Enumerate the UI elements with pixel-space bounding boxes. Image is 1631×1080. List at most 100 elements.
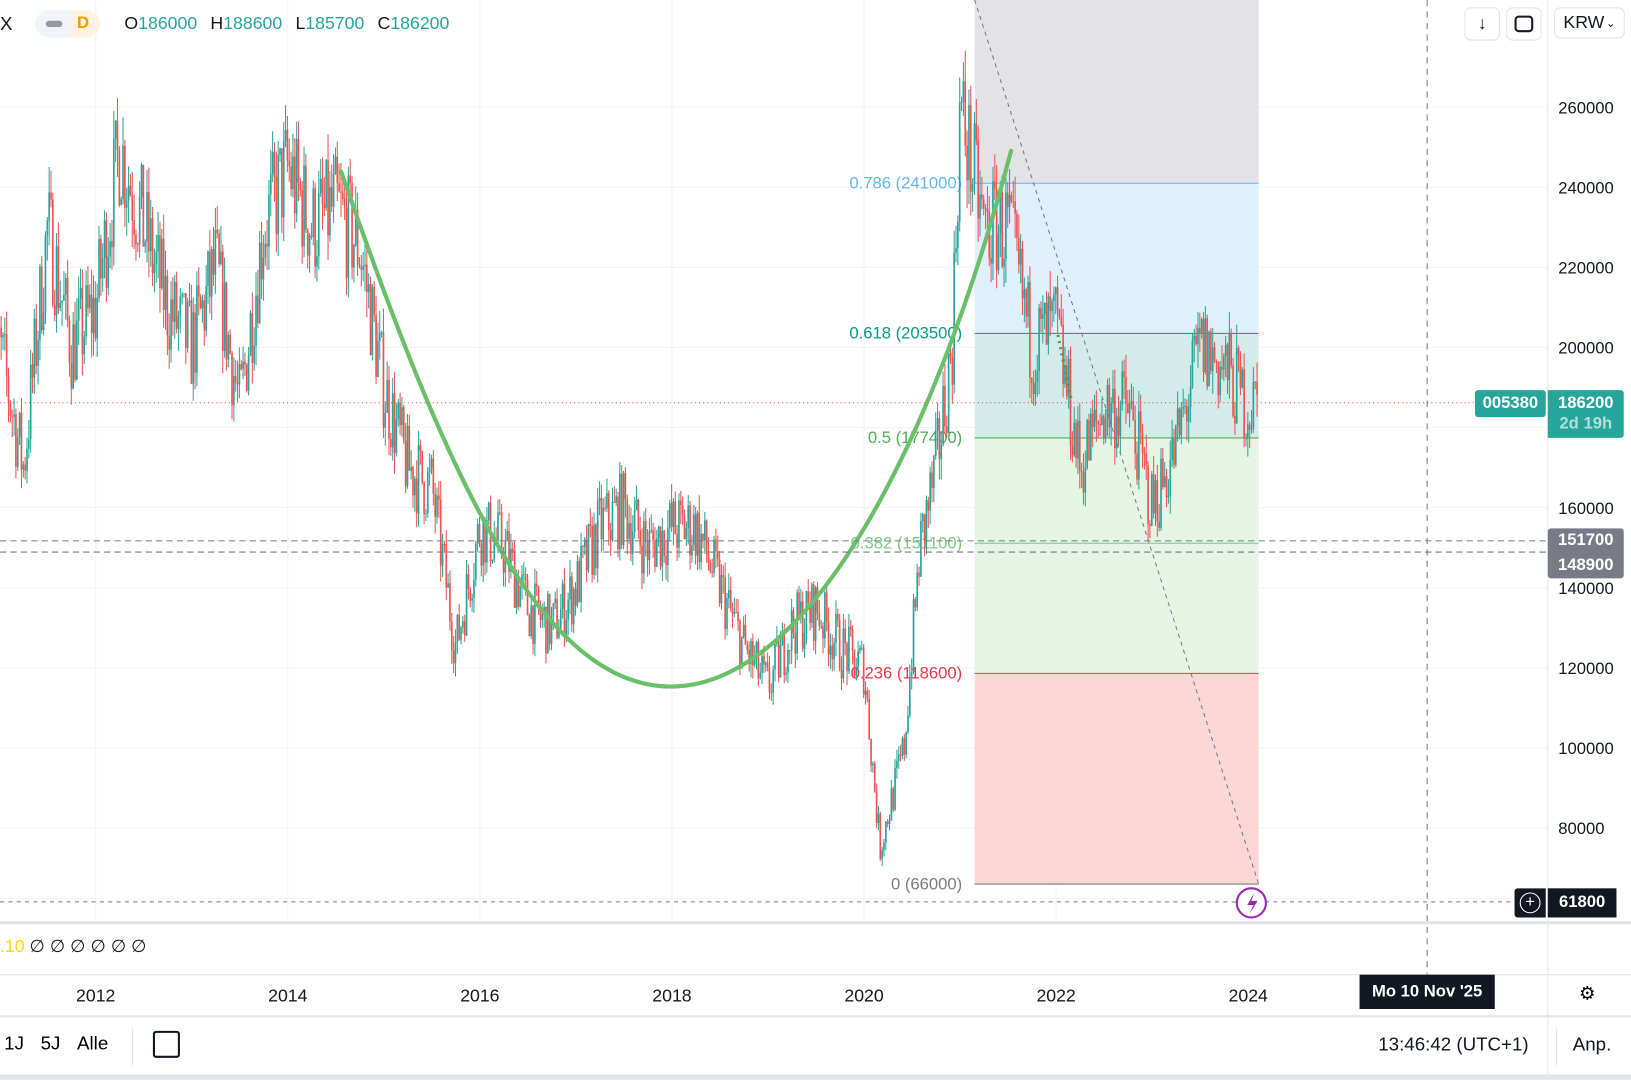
- candle-body: [1197, 327, 1199, 345]
- candle-body: [1165, 476, 1168, 498]
- candle-body: [1023, 289, 1026, 299]
- candle-body: [1222, 355, 1225, 370]
- adjust-button[interactable]: Anp.: [1572, 1033, 1612, 1055]
- range-button-1j[interactable]: 1J: [4, 1032, 24, 1054]
- candle-body: [207, 251, 209, 287]
- cup-curve: [339, 148, 1014, 689]
- candle-body: [323, 204, 326, 208]
- candle-body: [524, 573, 527, 581]
- candle-body: [353, 244, 355, 268]
- candle-body: [136, 244, 139, 246]
- legend-header: X D O186000 H188600 L185700 C186200: [0, 10, 458, 38]
- symbol-name[interactable]: X: [0, 13, 13, 34]
- candle-body: [864, 690, 867, 695]
- candle-body: [186, 302, 189, 348]
- candle-body: [172, 299, 174, 322]
- candle-body: [369, 283, 372, 355]
- range-button-alle[interactable]: Alle: [77, 1032, 109, 1054]
- plus-circle-icon: +: [1519, 892, 1541, 914]
- candle-body: [949, 353, 952, 358]
- candle-body: [79, 288, 82, 299]
- candle-body: [890, 788, 893, 821]
- candle-body: [1016, 213, 1018, 238]
- currency-select[interactable]: KRW ⌄: [1554, 7, 1625, 39]
- candle-body: [292, 156, 294, 190]
- range-button-5j[interactable]: 5J: [40, 1032, 61, 1054]
- candle-body: [190, 300, 193, 384]
- candle-body: [1012, 201, 1015, 203]
- time-tick-label: 2012: [76, 986, 115, 1006]
- candle-body: [598, 497, 601, 501]
- candle-body: [545, 606, 547, 654]
- candle-body: [567, 599, 569, 620]
- candle-body: [425, 513, 427, 515]
- candle-body: [785, 672, 787, 675]
- candle-body: [371, 286, 374, 355]
- candle-body: [465, 574, 468, 636]
- candle-body: [624, 472, 627, 500]
- candle-body: [650, 530, 653, 532]
- candle-body: [72, 324, 74, 389]
- candle-body: [382, 332, 385, 428]
- close-label: C: [377, 13, 391, 34]
- candle-body: [707, 554, 710, 564]
- candle-body: [556, 598, 558, 638]
- candle-body: [493, 538, 496, 560]
- candle-body: [547, 594, 549, 654]
- candle-body: [672, 501, 675, 528]
- candle-body: [1093, 409, 1096, 428]
- add-alert-button[interactable]: +: [1514, 888, 1546, 918]
- collapse-icon[interactable]: [45, 20, 63, 28]
- candle-body: [829, 645, 832, 655]
- candle-body: [519, 586, 521, 608]
- candle-body: [308, 235, 311, 256]
- candle-body: [157, 235, 159, 252]
- candle-body: [251, 313, 254, 364]
- candle-body: [325, 159, 328, 208]
- candle-body: [114, 120, 117, 139]
- candle-body: [410, 466, 412, 471]
- candle-body: [703, 520, 706, 541]
- scroll-down-button[interactable]: ↓: [1464, 7, 1500, 41]
- candle-body: [1115, 416, 1118, 449]
- candle-body: [1149, 524, 1151, 526]
- candle-body: [735, 612, 738, 614]
- candle-body: [329, 187, 331, 236]
- candle-body: [159, 235, 161, 288]
- candle-body: [218, 233, 220, 265]
- settings-gear-icon[interactable]: ⚙: [1578, 982, 1596, 1004]
- fib-zone: [974, 183, 1259, 334]
- candle-body: [107, 256, 110, 288]
- candle-body: [611, 501, 614, 541]
- candle-body: [641, 545, 643, 574]
- candle-body: [801, 601, 804, 649]
- fullscreen-button[interactable]: [1506, 7, 1542, 41]
- line-price-3: 61800: [1547, 888, 1617, 918]
- candle-body: [862, 647, 865, 695]
- candle-body: [554, 598, 557, 604]
- candle-body: [896, 760, 898, 768]
- candle-body: [740, 636, 743, 668]
- candle-body: [748, 649, 750, 665]
- candle-body: [1054, 287, 1057, 295]
- interval[interactable]: D: [70, 10, 100, 38]
- candle-body: [282, 141, 285, 218]
- price-tick-label: 220000: [1558, 259, 1613, 278]
- candle-body: [679, 500, 682, 506]
- candle-body: [37, 340, 39, 366]
- clock[interactable]: 13:46:42 (UTC+1): [1378, 1033, 1529, 1055]
- go-to-date-calendar-icon[interactable]: [152, 1030, 180, 1058]
- candle-body: [663, 530, 666, 556]
- candle-body: [351, 183, 353, 268]
- candle-body: [552, 603, 555, 617]
- interval-pill[interactable]: D: [35, 10, 100, 38]
- candle-body: [1038, 307, 1040, 372]
- candle-body: [728, 589, 730, 599]
- candle-body: [1136, 453, 1138, 480]
- low-label: L: [295, 13, 306, 34]
- candle-body: [482, 518, 485, 566]
- candle-body: [264, 243, 267, 258]
- candle-body: [13, 414, 15, 417]
- candle-body: [209, 251, 211, 297]
